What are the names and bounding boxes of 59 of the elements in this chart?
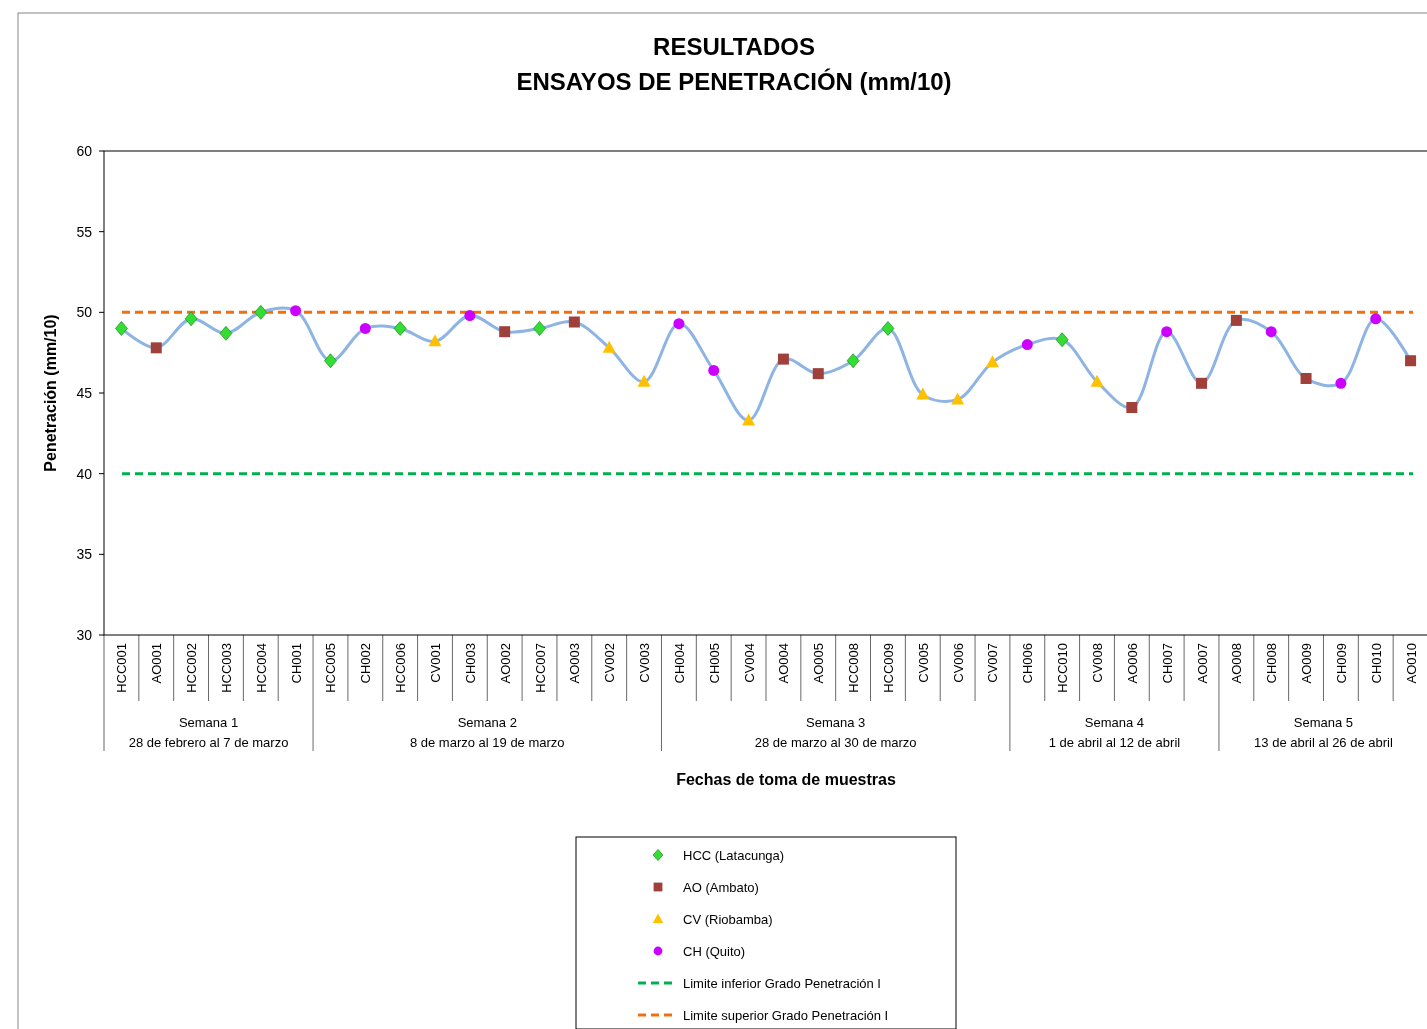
- y-tick-label: 35: [76, 546, 93, 563]
- x-tick-label: HCC009: [880, 643, 896, 693]
- x-tick-label: AO007: [1194, 643, 1210, 684]
- x-tick-label: CV007: [985, 643, 1001, 683]
- y-tick-label: 60: [76, 143, 93, 159]
- x-tick-label: HCC007: [532, 643, 548, 693]
- x-tick-label: CV002: [602, 643, 618, 683]
- x-tick-label: AO004: [776, 643, 792, 684]
- y-axis-title: Penetración (mm/10): [42, 314, 59, 472]
- x-tick-label: CV005: [915, 643, 931, 683]
- legend-label: HCC (Latacunga): [683, 848, 785, 863]
- x-tick-label: HCC004: [253, 643, 269, 693]
- x-tick-label: AO003: [567, 643, 583, 684]
- x-tick-label: HCC008: [846, 643, 862, 693]
- x-tick-label: AO005: [811, 643, 827, 684]
- x-tick-label: HCC003: [218, 643, 234, 693]
- x-tick-label: AO008: [1229, 643, 1245, 684]
- x-tick-label: CH007: [1159, 643, 1175, 684]
- text: Semana 1 28 de febrero al 7 de marzo: [128, 715, 289, 750]
- x-tick-label: CH001: [288, 643, 304, 684]
- legend-label: AO (Ambato): [683, 880, 759, 895]
- x-tick-label: CH008: [1264, 643, 1280, 684]
- x-tick-label: AO006: [1124, 643, 1140, 684]
- text: Semana 3 28 de marzo al 30 de marzo: [754, 715, 917, 750]
- x-tick-label: AO010: [1403, 643, 1419, 684]
- x-tick-label: HCC001: [114, 643, 130, 693]
- x-tick-label: CH004: [671, 643, 687, 684]
- x-tick-label: AO001: [149, 643, 165, 684]
- y-tick-label: 45: [76, 385, 93, 401]
- y-tick-label: 30: [76, 627, 93, 643]
- x-tick-label: AO002: [497, 643, 513, 684]
- y-tick-label: 55: [76, 223, 93, 240]
- x-tick-label: CV004: [741, 643, 757, 683]
- text: Semana 5 13 de abril al 26 de abril: [1254, 715, 1393, 750]
- x-tick-label: HCC002: [184, 643, 200, 693]
- y-tick-label: 50: [76, 304, 93, 321]
- x-tick-label: CH010: [1368, 643, 1384, 684]
- x-tick-label: CH003: [462, 643, 478, 684]
- x-tick-label: HCC005: [323, 643, 339, 693]
- x-tick-label: CV003: [637, 643, 653, 683]
- text: Semana 4 1 de abril al 12 de abril: [1048, 715, 1181, 750]
- chart-title: RESULTADOS ENSAYOS DE PENETRACIÓN (mm/10): [516, 33, 952, 95]
- x-tick-label: CH009: [1333, 643, 1349, 684]
- x-tick-label: CH005: [706, 643, 722, 684]
- x-tick-label: CV001: [428, 643, 443, 683]
- x-axis-title: Fechas de toma de muestras: [676, 771, 896, 788]
- legend-label: Limite superior Grado Penetración I: [683, 1008, 889, 1023]
- x-tick-label: CV008: [1090, 643, 1105, 683]
- legend-label: CH (Quito): [683, 944, 746, 959]
- x-tick-label: HCC010: [1055, 643, 1071, 693]
- x-tick-label: HCC006: [393, 643, 409, 693]
- text: Semana 2 8 de marzo al 19 de marzo: [409, 715, 565, 750]
- x-tick-label: AO009: [1299, 643, 1315, 684]
- legend-label: Limite inferior Grado Penetración I: [683, 976, 881, 991]
- legend-label: CV (Riobamba): [683, 912, 773, 927]
- x-tick-label: CH006: [1020, 643, 1036, 684]
- x-tick-label: CH002: [358, 643, 374, 684]
- y-tick-label: 40: [76, 465, 93, 482]
- x-tick-label: CV006: [950, 643, 966, 683]
